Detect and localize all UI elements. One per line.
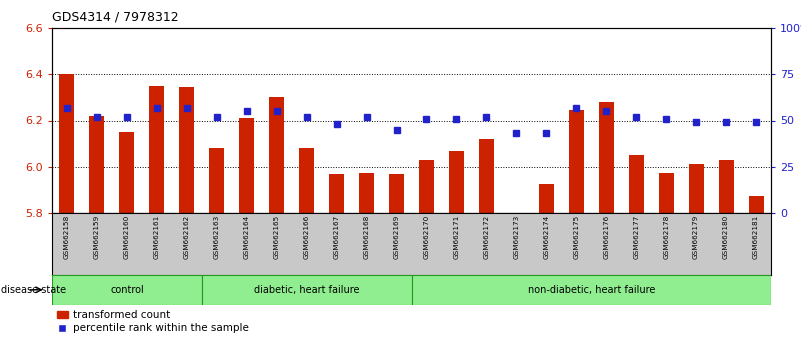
Text: GSM662177: GSM662177 (633, 215, 639, 259)
Text: GDS4314 / 7978312: GDS4314 / 7978312 (52, 11, 179, 24)
Text: GSM662179: GSM662179 (693, 215, 699, 259)
Bar (119, 132, 135, 213)
Bar (59, 74, 74, 213)
Text: GSM662176: GSM662176 (603, 215, 610, 259)
Bar (748, 196, 763, 213)
Bar (598, 102, 614, 213)
Text: GSM662181: GSM662181 (753, 215, 759, 259)
Text: non-diabetic, heart failure: non-diabetic, heart failure (528, 285, 655, 295)
Text: GSM662173: GSM662173 (513, 215, 519, 259)
Text: GSM662162: GSM662162 (183, 215, 190, 259)
Text: GSM662167: GSM662167 (333, 215, 340, 259)
Text: GSM662174: GSM662174 (543, 215, 549, 259)
Legend: transformed count, percentile rank within the sample: transformed count, percentile rank withi… (57, 310, 248, 333)
Text: GSM662178: GSM662178 (663, 215, 669, 259)
Text: GSM662163: GSM662163 (214, 215, 219, 259)
Text: GSM662166: GSM662166 (304, 215, 310, 259)
Bar (569, 110, 584, 213)
Text: GSM662165: GSM662165 (274, 215, 280, 259)
Bar (389, 174, 404, 213)
Bar (209, 148, 224, 213)
Bar (718, 160, 734, 213)
Text: GSM662175: GSM662175 (574, 215, 579, 259)
Bar (202, 275, 412, 305)
Bar (239, 118, 254, 213)
Bar (449, 150, 464, 213)
Text: GSM662160: GSM662160 (124, 215, 130, 259)
Text: GSM662168: GSM662168 (364, 215, 369, 259)
Text: GSM662171: GSM662171 (453, 215, 460, 259)
Bar (629, 155, 644, 213)
Bar (412, 275, 771, 305)
Bar (689, 165, 703, 213)
Bar (658, 172, 674, 213)
Bar (179, 87, 195, 213)
Bar (90, 116, 104, 213)
Bar (269, 97, 284, 213)
Text: GSM662159: GSM662159 (94, 215, 100, 259)
Text: GSM662169: GSM662169 (393, 215, 400, 259)
Bar (299, 148, 314, 213)
Text: GSM662172: GSM662172 (483, 215, 489, 259)
Text: GSM662164: GSM662164 (244, 215, 250, 259)
Bar (329, 174, 344, 213)
Bar (479, 139, 494, 213)
Text: GSM662161: GSM662161 (154, 215, 160, 259)
Bar (419, 160, 434, 213)
Bar (149, 86, 164, 213)
Bar (359, 172, 374, 213)
Text: GSM662158: GSM662158 (64, 215, 70, 259)
Text: GSM662170: GSM662170 (424, 215, 429, 259)
Text: GSM662180: GSM662180 (723, 215, 729, 259)
Text: control: control (110, 285, 143, 295)
Text: diabetic, heart failure: diabetic, heart failure (254, 285, 360, 295)
Bar (52, 275, 202, 305)
Text: disease state: disease state (1, 285, 66, 295)
Bar (539, 184, 553, 213)
